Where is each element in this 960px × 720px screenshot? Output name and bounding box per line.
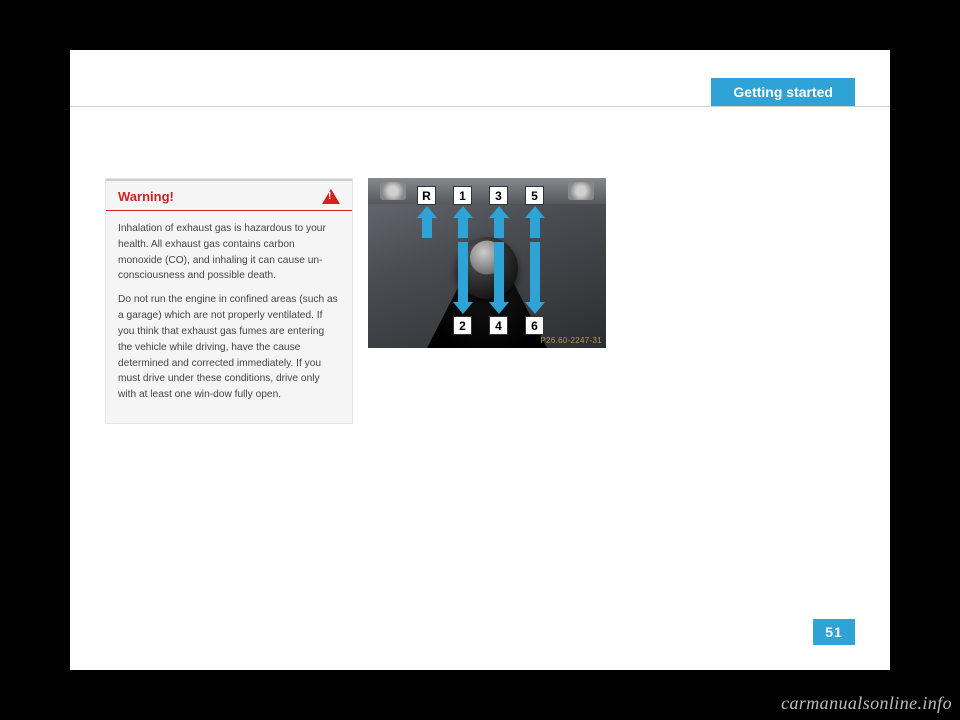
gear-label-5: 5 [525, 186, 544, 205]
header-underline [70, 106, 890, 107]
dashboard-strip [368, 178, 606, 204]
gear-arrow-up [530, 216, 540, 238]
gear-arrow-down [494, 242, 504, 304]
gear-arrow-up [458, 216, 468, 238]
gear-arrow-up [494, 216, 504, 238]
manual-page: Getting started Warning! Inhalation of e… [70, 50, 890, 670]
gear-label-3: 3 [489, 186, 508, 205]
gear-arrow-down [530, 242, 540, 304]
gear-shift-figure: R 1 3 5 2 4 6 P26.60-2247-31 [368, 178, 606, 348]
section-title: Getting started [733, 84, 833, 100]
warning-paragraph: Inhalation of exhaust gas is hazardous t… [118, 221, 340, 284]
gear-label-1: 1 [453, 186, 472, 205]
section-header-band: Getting started [711, 78, 855, 106]
figure-code: P26.60-2247-31 [540, 336, 602, 345]
page-number-badge: 51 [813, 619, 855, 645]
gear-arrow-down [458, 242, 468, 304]
warning-box: Warning! Inhalation of exhaust gas is ha… [105, 178, 353, 424]
dash-dial-icon [380, 182, 406, 200]
warning-title: Warning! [118, 189, 174, 204]
warning-body: Inhalation of exhaust gas is hazardous t… [106, 211, 352, 423]
watermark: carmanualsonline.info [781, 693, 952, 714]
page-number: 51 [825, 624, 843, 640]
gear-label-4: 4 [489, 316, 508, 335]
warning-header: Warning! [106, 179, 352, 211]
gear-label-R: R [417, 186, 436, 205]
dash-dial-icon [568, 182, 594, 200]
warning-paragraph: Do not run the engine in confined areas … [118, 292, 340, 403]
warning-triangle-icon [322, 189, 340, 204]
gear-label-6: 6 [525, 316, 544, 335]
gear-arrow-up [422, 216, 432, 238]
gear-label-2: 2 [453, 316, 472, 335]
